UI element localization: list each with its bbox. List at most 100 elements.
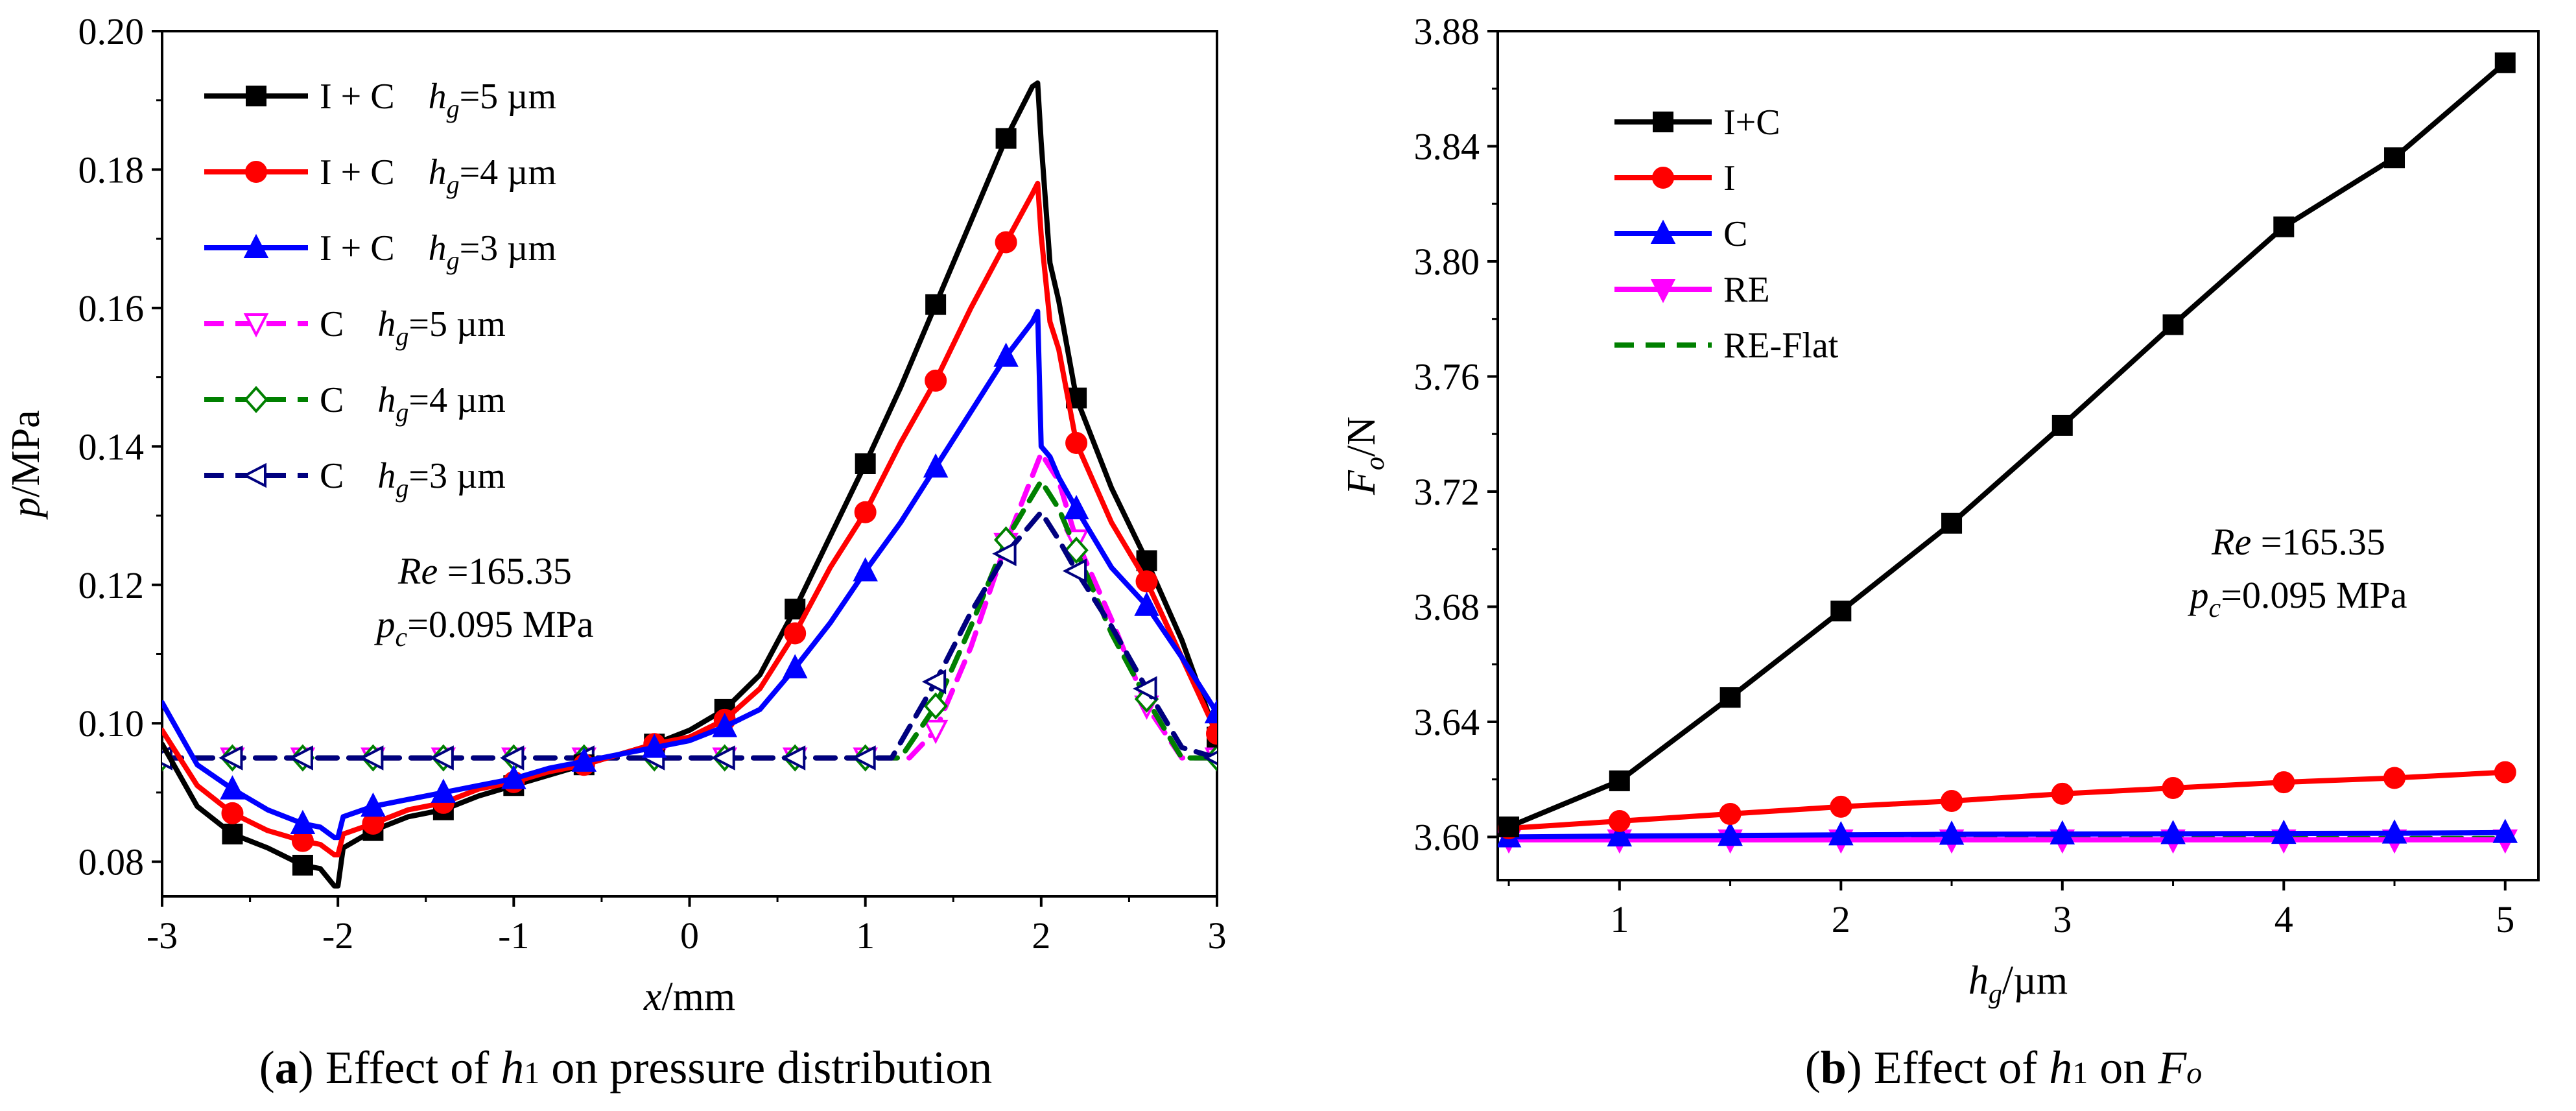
series-marker <box>1062 558 1087 584</box>
series-marker <box>2051 782 2074 805</box>
series-marker <box>855 453 876 474</box>
series-marker <box>712 713 738 737</box>
series-marker <box>2494 761 2516 783</box>
x-tick-label: 4 <box>2275 898 2293 940</box>
series-marker <box>995 231 1017 254</box>
series-marker <box>222 823 243 844</box>
series-marker <box>290 809 316 834</box>
series-marker <box>782 654 808 678</box>
legend-marker <box>244 385 268 414</box>
series-marker <box>1204 699 1217 724</box>
y-tick-label: 3.60 <box>1414 816 1480 858</box>
series-marker <box>1830 601 1852 622</box>
annotation-pc: pc=0.095 MPa <box>2188 574 2407 623</box>
x-tick-label: 3 <box>1208 914 1227 957</box>
x-tick-label: -2 <box>322 914 353 957</box>
series-6 <box>162 509 1217 771</box>
series-marker <box>1133 676 1157 702</box>
series-2 <box>162 180 1217 857</box>
series-5 <box>162 478 1217 772</box>
series-marker <box>923 719 949 745</box>
series-marker <box>995 128 1017 149</box>
y-tick-label: 3.76 <box>1414 355 1480 398</box>
series-marker <box>2384 147 2405 169</box>
annotation-re: Re =165.35 <box>397 550 572 592</box>
series-marker <box>1498 816 1520 837</box>
panel-b: 1 2 3 4 5 3.60 3.64 3.68 3.72 3.76 3.80 3.84 3.88 hg/… <box>1340 10 2540 1093</box>
panel-caption: (b) Effect of h1 on Fo <box>1805 1042 2203 1093</box>
legend-label: C <box>1723 214 1747 254</box>
series-marker <box>992 541 1017 567</box>
series-marker <box>923 453 949 478</box>
annotation-re: Re =165.35 <box>2211 521 2385 563</box>
series-marker <box>2494 52 2516 73</box>
legend-marker <box>243 233 269 258</box>
series-marker <box>923 692 948 720</box>
series-marker <box>221 802 244 824</box>
series-marker <box>1718 821 1743 846</box>
legend-label: I+C <box>1723 102 1780 143</box>
series-3 <box>162 309 1217 841</box>
series-marker <box>851 745 876 771</box>
series-marker <box>2162 314 2184 335</box>
series-marker <box>291 830 314 852</box>
panel-a: -3 -2 -1 0 1 2 3 0.08 0.10 0.12 0.14 0.16 0.18 0.20 x/… <box>4 10 1227 1093</box>
x-tick-label: -3 <box>147 914 178 957</box>
series-marker <box>1719 802 1742 825</box>
legend-marker <box>246 86 266 106</box>
x-tick-label: 0 <box>680 914 699 957</box>
series-marker <box>781 745 806 771</box>
x-tick-label: -1 <box>498 914 529 957</box>
y-tick-label: 3.72 <box>1414 471 1480 513</box>
x-axis-label: x/mm <box>643 975 735 1019</box>
series-marker <box>1607 822 1633 847</box>
series-4 <box>162 451 1217 772</box>
y-tick-label: 0.20 <box>78 10 145 53</box>
y-tick-label: 3.84 <box>1414 125 1480 167</box>
series-marker <box>1608 810 1631 833</box>
x-tick-label: 3 <box>2053 898 2072 940</box>
series-marker <box>2381 819 2407 844</box>
series-line <box>162 180 1217 857</box>
series-marker <box>1939 820 1965 845</box>
series-marker <box>1719 687 1741 708</box>
series-marker <box>1609 770 1630 791</box>
series-marker <box>925 294 947 315</box>
series-marker <box>431 778 456 803</box>
plot-frame <box>1496 30 2540 881</box>
series-line <box>162 309 1217 841</box>
series-2 <box>1498 761 2516 840</box>
series-marker <box>853 557 878 582</box>
legend-marker <box>1650 219 1676 244</box>
legend-marker <box>1650 279 1676 304</box>
y-tick-label: 3.64 <box>1414 701 1480 743</box>
series-marker <box>571 747 597 772</box>
series-marker <box>2051 414 2073 436</box>
legend-marker <box>242 462 266 488</box>
series-marker <box>2273 216 2295 237</box>
series-marker <box>925 369 947 392</box>
series-marker <box>220 775 245 800</box>
legend-label: RE <box>1723 270 1770 310</box>
annotation-pc: pc=0.095 MPa <box>374 603 594 652</box>
series-marker <box>1064 536 1089 564</box>
series-marker <box>360 792 386 817</box>
series-1 <box>1498 52 2516 837</box>
series-line <box>1506 830 2508 840</box>
y-tick-label: 0.10 <box>78 702 145 745</box>
series-line <box>162 80 1217 889</box>
series-marker <box>2273 771 2295 794</box>
series-marker <box>1830 795 1852 818</box>
series-marker <box>1134 591 1159 616</box>
series-marker <box>2162 777 2184 800</box>
plot-area <box>162 80 1217 889</box>
series-marker <box>359 745 384 771</box>
series-marker <box>1063 495 1089 520</box>
series-marker <box>1941 789 1963 812</box>
series-marker <box>219 745 243 771</box>
series-marker <box>641 734 667 758</box>
